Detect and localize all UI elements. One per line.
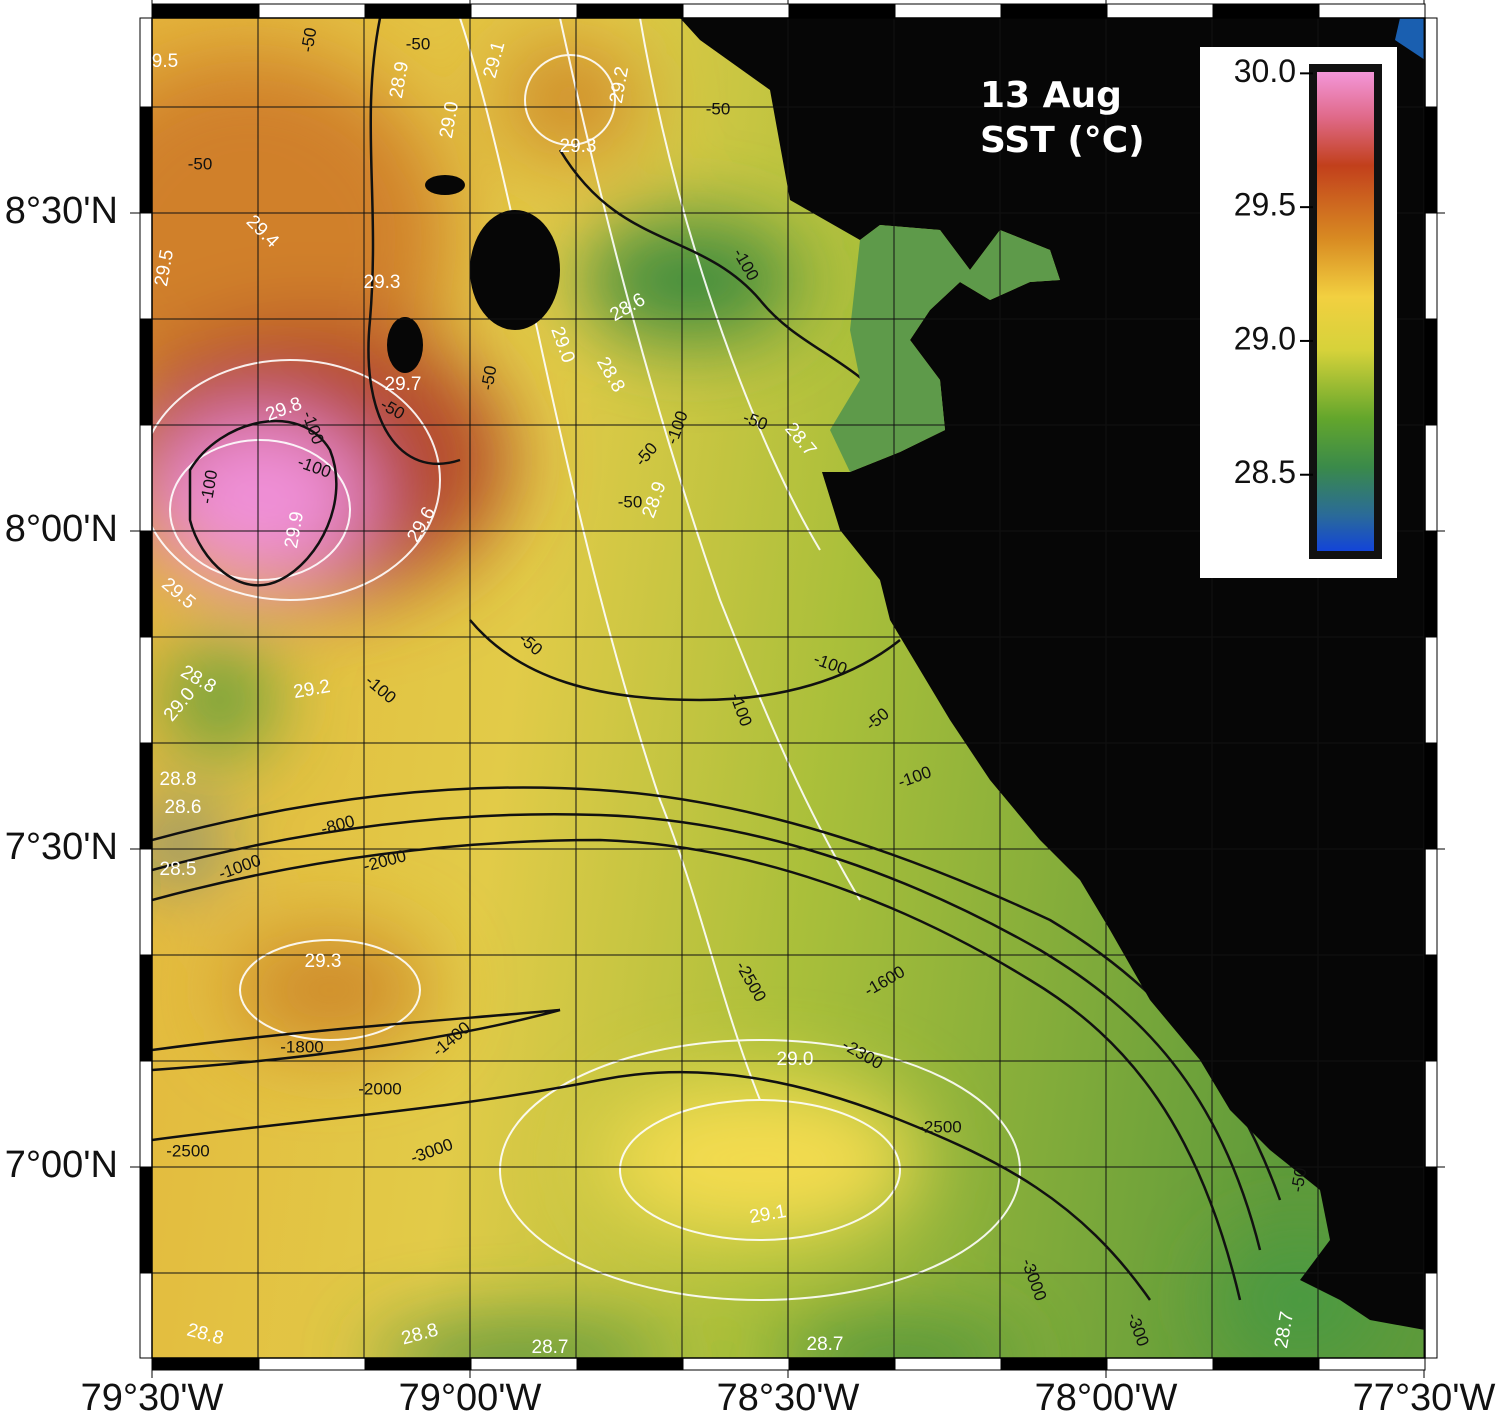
frame-segment (1424, 1166, 1438, 1274)
frame-segment (364, 1357, 472, 1371)
frame-segment (1106, 3, 1214, 19)
frame-segment (1424, 318, 1438, 426)
frame-segment (1424, 17, 1438, 108)
depth-contour-label: -50 (618, 492, 643, 511)
frame-segment (1424, 106, 1438, 214)
sst-contour-label: 28.6 (165, 797, 202, 818)
frame-segment (139, 106, 153, 214)
frame-segment (139, 212, 153, 320)
frame-segment (470, 3, 578, 19)
frame-segment (1424, 848, 1438, 956)
depth-contour-label: -1800 (280, 1037, 323, 1056)
title: 13 Aug (980, 75, 1122, 116)
depth-contour-label: -50 (188, 154, 213, 173)
colorbar-tick-label: 29.5 (1234, 187, 1296, 223)
frame-segment (470, 1357, 578, 1371)
colorbar (1309, 64, 1382, 559)
sst-contour-label: 28.7 (532, 1337, 569, 1358)
frame-segment (152, 1357, 260, 1371)
frame-segment (1318, 3, 1426, 19)
frame-segment (894, 3, 1002, 19)
x-tick-label: 79°30'W (81, 1377, 224, 1419)
sst-contour-label: 28.7 (807, 1334, 844, 1355)
frame-segment (139, 318, 153, 426)
sst-contour-label: 29.7 (385, 374, 422, 395)
sst-contour-label: 29.3 (560, 136, 597, 157)
sst-contour-label: 29.0 (777, 1049, 814, 1070)
frame-segment (788, 3, 896, 19)
frame-segment (1000, 3, 1108, 19)
frame-segment (1424, 212, 1438, 320)
frame-segment (1424, 1272, 1438, 1359)
y-tick-label: 7°30'N (5, 826, 118, 868)
colorbar-tick-label: 28.5 (1234, 454, 1296, 490)
frame-segment (1318, 1357, 1426, 1371)
frame-segment (1212, 3, 1320, 19)
sst-contour-label: 28.5 (160, 859, 197, 880)
frame-segment (139, 17, 153, 108)
frame-segment (1106, 1357, 1214, 1371)
depth-contour-label: -2500 (166, 1141, 209, 1160)
frame-segment (152, 3, 260, 19)
map-frame (151, 17, 1426, 1359)
depth-contour-label: -50 (1288, 1166, 1311, 1194)
depth-contour-label: -50 (478, 364, 501, 392)
sst-contour-label: 9.5 (152, 51, 178, 72)
frame-segment (364, 3, 472, 19)
colorbar-tick-label: 30.0 (1234, 53, 1296, 89)
frame-segment (682, 3, 790, 19)
frame-segment (139, 424, 153, 532)
frame-segment (1212, 1357, 1320, 1371)
frame-segment (788, 1357, 896, 1371)
sst-contour-label: 29.3 (305, 951, 342, 972)
frame-segment (1000, 1357, 1108, 1371)
frame-segment (139, 954, 153, 1062)
frame-segment (139, 742, 153, 850)
frame-segment (1424, 1060, 1438, 1168)
x-tick-label: 78°30'W (717, 1377, 860, 1419)
frame-segment (1424, 636, 1438, 744)
frame-segment (139, 848, 153, 956)
x-tick-label: 79°00'W (399, 1377, 542, 1419)
depth-contour-label: -2000 (358, 1079, 401, 1098)
y-tick-label: 7°00'N (5, 1144, 118, 1186)
frame-segment (139, 1060, 153, 1168)
frame-segment (258, 1357, 366, 1371)
x-tick-label: 78°00'W (1035, 1377, 1178, 1419)
frame-segment (1424, 954, 1438, 1062)
frame-segment (1424, 742, 1438, 850)
depth-contour-label: -50 (298, 26, 321, 54)
x-tick-label: 77°30'W (1353, 1377, 1496, 1419)
frame-segment (258, 3, 366, 19)
frame-segment (576, 1357, 684, 1371)
frame-segment (139, 1272, 153, 1359)
depth-contour-label: -2500 (918, 1117, 961, 1136)
sst-contour-label: 29.3 (364, 272, 401, 293)
frame-segment (682, 1357, 790, 1371)
frame-segment (894, 1357, 1002, 1371)
frame-segment (139, 1166, 153, 1274)
frame-segment (1424, 424, 1438, 532)
subtitle: SST (°C) (980, 120, 1145, 161)
depth-contour-label: -50 (706, 99, 731, 118)
frame-segment (139, 530, 153, 638)
depth-contour-label: -50 (406, 34, 431, 53)
frame-segment (1424, 530, 1438, 638)
y-tick-label: 8°30'N (5, 190, 118, 232)
frame-segment (139, 636, 153, 744)
colorbar-tick-label: 29.0 (1234, 320, 1296, 356)
frame-segment (576, 3, 684, 19)
sst-contour-label: 28.8 (160, 769, 197, 790)
y-tick-label: 8°00'N (5, 508, 118, 550)
